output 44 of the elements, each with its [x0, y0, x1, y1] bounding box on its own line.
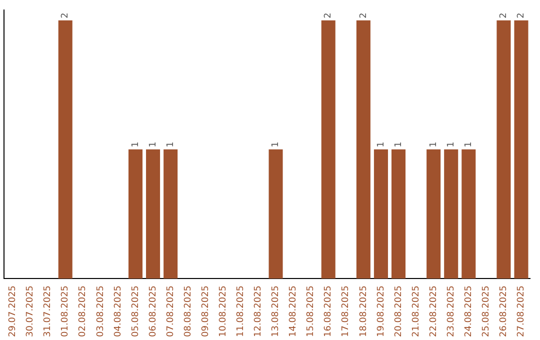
x-tick-label: 08.08.2025	[183, 285, 194, 337]
data-label: 1	[464, 142, 474, 148]
x-tick-label: 05.08.2025	[130, 285, 141, 337]
x-tick-label: 23.08.2025	[446, 285, 456, 337]
data-label: 1	[130, 142, 141, 148]
data-label: 1	[446, 142, 456, 148]
data-label: 2	[60, 12, 71, 18]
x-tick-label: 12.08.2025	[254, 285, 264, 337]
x-tick-label: 18.08.2025	[358, 285, 369, 337]
x-tick-label: 22.08.2025	[428, 285, 439, 337]
x-tick-label: 03.08.2025	[96, 285, 106, 337]
x-tick-label: 02.08.2025	[78, 285, 88, 337]
x-tick-label: 27.08.2025	[516, 285, 527, 337]
x-tick-label: 11.08.2025	[236, 285, 246, 337]
x-tick-label: 26.08.2025	[499, 285, 510, 337]
x-tick-label: 20.08.2025	[394, 285, 404, 337]
data-label: 2	[499, 12, 510, 18]
x-tick-label: 15.08.2025	[306, 285, 316, 337]
x-tick-label: 14.08.2025	[288, 285, 299, 337]
data-label: 2	[324, 12, 334, 18]
data-label: 1	[148, 142, 158, 148]
data-label: 1	[394, 142, 404, 148]
x-tick-label: 04.08.2025	[113, 285, 124, 337]
data-label: 2	[358, 12, 369, 18]
x-tick-label: 19.08.2025	[376, 285, 386, 337]
x-tick-label: 24.08.2025	[464, 285, 474, 337]
x-tick-label: 30.07.2025	[26, 285, 36, 337]
data-label: 1	[376, 142, 386, 148]
x-tick-label: 09.08.2025	[200, 285, 211, 337]
x-tick-label: 06.08.2025	[148, 285, 158, 337]
data-label: 1	[428, 142, 439, 148]
x-tick-label: 13.08.2025	[271, 285, 282, 337]
x-tick-label: 16.08.2025	[324, 285, 334, 337]
x-tick-label: 25.08.2025	[482, 285, 492, 337]
x-tick-label: 10.08.2025	[218, 285, 229, 337]
x-tick-label: 29.07.2025	[8, 285, 18, 337]
x-tick-label: 31.07.2025	[43, 285, 54, 337]
x-tick-label: 07.08.2025	[166, 285, 176, 337]
data-label: 2	[516, 12, 527, 18]
x-tick-label: 21.08.2025	[411, 285, 422, 337]
data-label: 1	[271, 142, 282, 148]
data-label: 1	[166, 142, 176, 148]
x-tick-label: 17.08.2025	[341, 285, 352, 337]
x-tick-label: 01.08.2025	[60, 285, 71, 337]
